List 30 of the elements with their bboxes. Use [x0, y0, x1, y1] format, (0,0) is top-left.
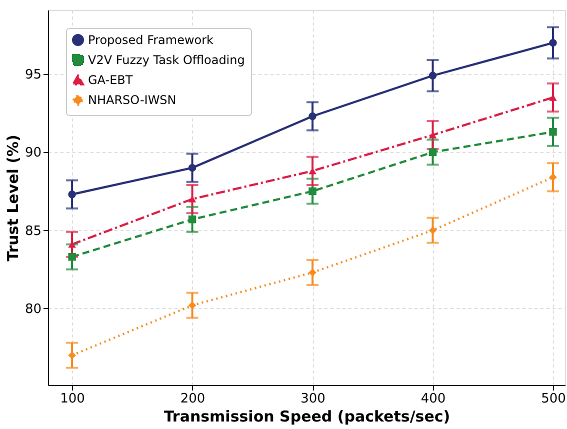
point: [549, 128, 557, 136]
point: [68, 190, 76, 198]
x-tick-label: 500: [541, 392, 566, 406]
y-axis-title: Trust Level (%): [4, 134, 22, 262]
point: [188, 301, 196, 310]
x-tick-label: 400: [420, 392, 446, 406]
point: [308, 268, 316, 276]
y-tick-label: 85: [24, 224, 42, 239]
point: [428, 226, 437, 234]
point: [428, 72, 437, 80]
x-tick-label: 200: [180, 392, 206, 406]
x-tick-label: 300: [300, 392, 326, 406]
point: [308, 112, 316, 120]
point: [549, 38, 557, 47]
legend-label: Proposed Framework: [88, 33, 214, 47]
point: [68, 241, 76, 248]
point: [68, 351, 76, 360]
legend-label: GA-EBT: [88, 73, 134, 87]
x-axis-title: Transmission Speed (packets/sec): [164, 408, 450, 426]
point: [428, 148, 437, 156]
x-tick-label: 100: [60, 392, 85, 406]
y-tick-label: 95: [24, 68, 42, 83]
point: [68, 253, 76, 261]
point: [308, 187, 316, 196]
y-tick-label: 90: [24, 146, 42, 161]
point: [188, 216, 196, 224]
legend-label: V2V Fuzzy Task Offloading: [88, 53, 245, 67]
point: [188, 164, 196, 172]
y-tick-label: 80: [24, 302, 42, 317]
legend-label: NHARSO-IWSN: [88, 93, 176, 107]
